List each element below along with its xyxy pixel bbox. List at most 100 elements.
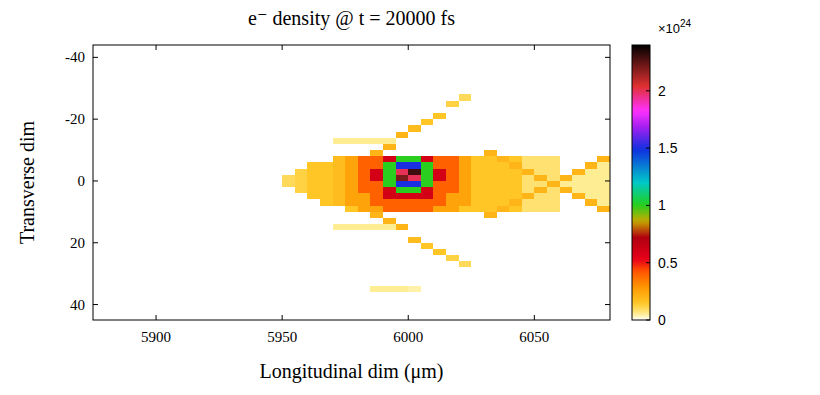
cell: [484, 156, 497, 163]
cell: [484, 138, 497, 145]
cell: [522, 156, 535, 163]
cell: [597, 162, 610, 169]
cell: [295, 94, 308, 101]
cell: [408, 243, 421, 250]
cell: [295, 274, 308, 281]
cell: [307, 187, 320, 194]
cell: [433, 267, 446, 274]
cell: [471, 274, 484, 281]
cell: [307, 162, 320, 169]
cell: [534, 144, 547, 151]
cell: [471, 138, 484, 145]
cell: [257, 187, 270, 194]
cell: [471, 101, 484, 108]
cell: [282, 138, 295, 145]
cell: [370, 237, 383, 244]
cell: [408, 138, 421, 145]
cell: [282, 280, 295, 287]
cell: [358, 286, 371, 293]
cell: [585, 150, 598, 157]
cell: [320, 94, 333, 101]
colorbar-tick: [646, 262, 650, 263]
cell: [358, 224, 371, 231]
cell: [307, 255, 320, 262]
cell: [459, 125, 472, 132]
cell: [560, 132, 573, 139]
cell: [282, 286, 295, 293]
cell: [333, 125, 346, 132]
cell: [421, 206, 434, 213]
cell: [547, 267, 560, 274]
cell: [396, 88, 409, 95]
cell: [333, 243, 346, 250]
cell: [597, 237, 610, 244]
cell: [534, 280, 547, 287]
cell: [446, 255, 459, 262]
cell: [459, 113, 472, 120]
cell: [547, 193, 560, 200]
cell: [560, 224, 573, 231]
cell: [421, 261, 434, 268]
cell: [484, 150, 497, 157]
cell: [471, 218, 484, 225]
cell: [547, 156, 560, 163]
cell: [320, 206, 333, 213]
cell: [257, 119, 270, 126]
cell: [446, 156, 459, 163]
cell: [358, 218, 371, 225]
cell: [484, 292, 497, 299]
cell: [345, 169, 358, 176]
cell: [471, 169, 484, 176]
cell: [497, 267, 510, 274]
cell: [345, 125, 358, 132]
cell: [282, 230, 295, 237]
cell: [396, 94, 409, 101]
cell: [383, 267, 396, 274]
cell: [522, 169, 535, 176]
cell: [597, 113, 610, 120]
cell: [383, 206, 396, 213]
cell: [534, 218, 547, 225]
cell: [257, 162, 270, 169]
cell: [370, 261, 383, 268]
cell: [484, 212, 497, 219]
cell: [358, 193, 371, 200]
cell: [471, 156, 484, 163]
cell: [459, 199, 472, 206]
cell: [257, 237, 270, 244]
cell: [396, 261, 409, 268]
cell: [446, 113, 459, 120]
cell: [370, 230, 383, 237]
cell: [471, 94, 484, 101]
cell: [446, 132, 459, 139]
cell: [333, 88, 346, 95]
cell: [560, 286, 573, 293]
cell: [509, 224, 522, 231]
cell: [307, 132, 320, 139]
cell: [270, 138, 283, 145]
cell: [320, 274, 333, 281]
cell: [459, 286, 472, 293]
cell: [396, 280, 409, 287]
colorbar-tick-label: 0.5: [658, 255, 678, 271]
plot-background: [93, 45, 610, 320]
cell: [484, 199, 497, 206]
cell: [421, 187, 434, 194]
x-axis-title: Longitudinal dim (μm): [259, 360, 443, 383]
cell: [547, 218, 560, 225]
cell: [534, 113, 547, 120]
x-tick-label: 5900: [141, 329, 171, 345]
cell: [560, 150, 573, 157]
cell: [421, 199, 434, 206]
cell: [358, 132, 371, 139]
cell: [408, 119, 421, 126]
cell: [522, 237, 535, 244]
cell: [471, 255, 484, 262]
cell: [509, 243, 522, 250]
cell: [295, 261, 308, 268]
cell: [282, 107, 295, 114]
cell: [421, 144, 434, 151]
colorbar-tick-label: 1.5: [658, 140, 678, 156]
cell: [282, 169, 295, 176]
cell: [484, 274, 497, 281]
